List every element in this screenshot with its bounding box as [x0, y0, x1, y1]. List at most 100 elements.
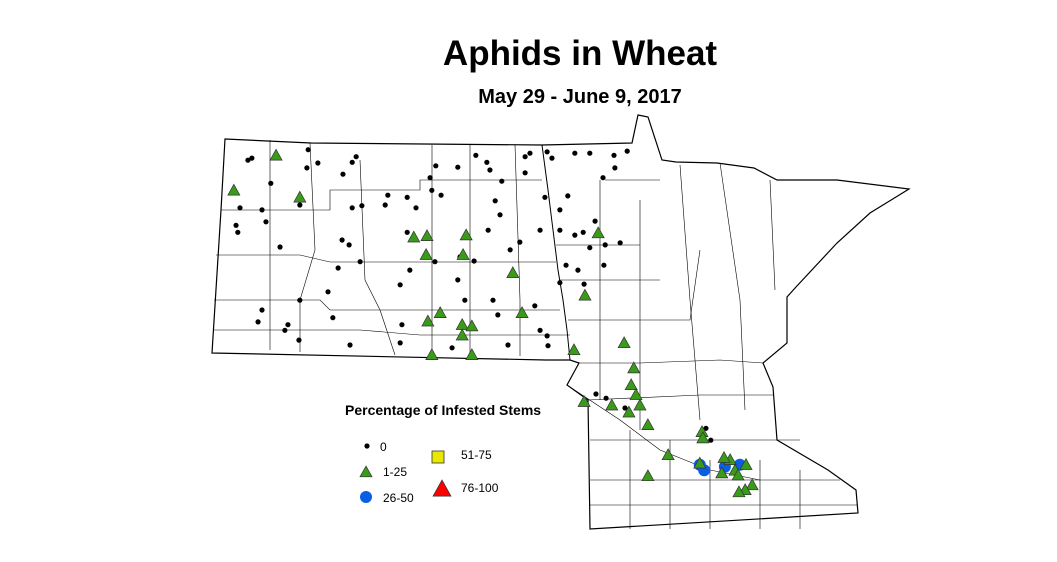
county-boundary — [679, 164, 701, 421]
observation-0 — [245, 157, 251, 163]
observation-1-25 — [693, 456, 707, 469]
county-boundary — [214, 299, 560, 311]
legend-label-51-75: 51-75 — [461, 448, 492, 462]
map-title: Aphids in Wheat — [442, 34, 718, 73]
observation-0 — [259, 207, 265, 213]
observation-0 — [455, 277, 461, 283]
observation-1-25 — [567, 343, 581, 356]
observation-0 — [517, 239, 523, 245]
observation-0 — [490, 297, 496, 303]
observation-0 — [347, 342, 353, 348]
observation-0 — [330, 315, 336, 321]
observation-1-25 — [420, 229, 434, 241]
observation-1-25 — [421, 314, 435, 327]
observation-1-25 — [731, 468, 745, 481]
observation-0 — [495, 312, 501, 318]
observation-0 — [285, 322, 291, 328]
observation-1-25 — [627, 361, 641, 374]
observation-1-25 — [465, 348, 479, 360]
county-boundary — [514, 144, 521, 356]
observation-0 — [612, 165, 618, 171]
observation-0 — [297, 202, 303, 208]
observation-0 — [315, 160, 321, 166]
map-subtitle: May 29 - June 9, 2017 — [478, 86, 682, 108]
observation-1-25 — [622, 405, 636, 418]
observation-0 — [537, 327, 543, 333]
observation-0 — [545, 343, 551, 349]
observation-0 — [427, 175, 433, 181]
observation-0 — [438, 192, 444, 198]
observation-0 — [522, 170, 528, 176]
observation-0 — [282, 327, 288, 333]
observation-0 — [407, 267, 413, 273]
observation-0 — [413, 205, 419, 211]
observation-0 — [580, 229, 586, 235]
observation-0 — [563, 262, 569, 268]
observation-1-25 — [419, 247, 433, 260]
observation-0 — [304, 165, 310, 171]
observation-1-25 — [591, 226, 605, 239]
observation-0 — [397, 282, 403, 288]
observation-0 — [492, 198, 498, 204]
legend-title: Percentage of Infested Stems — [345, 402, 542, 418]
observation-0 — [325, 289, 331, 295]
observation-0 — [544, 149, 550, 155]
observation-0 — [353, 154, 359, 160]
observation-0 — [522, 154, 528, 160]
legend-symbol-51-75 — [431, 450, 445, 464]
observation-0 — [549, 155, 555, 161]
observation-0 — [499, 178, 505, 184]
observation-0 — [429, 187, 435, 193]
observation-0 — [433, 163, 439, 169]
observation-0 — [296, 337, 302, 343]
observation-0 — [557, 207, 563, 213]
observation-0 — [357, 259, 363, 265]
observation-0 — [587, 245, 593, 251]
observation-1-25 — [293, 190, 307, 203]
county-boundary — [566, 384, 761, 481]
observation-1-25 — [433, 306, 447, 318]
observation-0 — [593, 391, 599, 397]
observation-0 — [587, 150, 593, 156]
observation-0 — [600, 175, 606, 181]
observation-0 — [346, 242, 352, 248]
observation-0 — [339, 237, 345, 243]
observation-1-25 — [641, 469, 655, 482]
observation-0 — [565, 193, 571, 199]
observation-1-25 — [577, 394, 591, 407]
observation-1-25 — [641, 418, 655, 430]
observation-0 — [497, 212, 503, 218]
observation-0 — [268, 180, 274, 186]
observation-1-25 — [515, 306, 529, 318]
county-boundary — [359, 159, 396, 356]
observation-0 — [703, 425, 709, 431]
observation-0 — [340, 171, 346, 177]
observation-0 — [572, 232, 578, 238]
observation-1-25 — [717, 450, 731, 463]
observation-0 — [399, 322, 405, 328]
observation-0 — [259, 307, 265, 313]
observation-0 — [462, 297, 468, 303]
observation-0 — [237, 205, 243, 211]
observation-0 — [382, 202, 388, 208]
observation-0 — [484, 159, 490, 165]
observation-0 — [233, 222, 239, 228]
observation-1-25 — [605, 398, 619, 411]
observation-0 — [297, 297, 303, 303]
county-boundary — [769, 179, 776, 291]
observation-0 — [235, 229, 241, 235]
observation-1-25 — [227, 183, 241, 196]
observation-0 — [263, 219, 269, 225]
observation-0 — [255, 319, 261, 325]
observation-0 — [572, 150, 578, 156]
observation-0 — [617, 240, 623, 246]
observation-1-25 — [425, 348, 439, 360]
observation-1-25 — [269, 148, 283, 161]
county-boundary — [299, 142, 316, 352]
observation-1-25 — [578, 288, 592, 301]
observation-0 — [277, 244, 283, 250]
observation-0 — [624, 148, 630, 154]
observation-0 — [592, 218, 598, 224]
